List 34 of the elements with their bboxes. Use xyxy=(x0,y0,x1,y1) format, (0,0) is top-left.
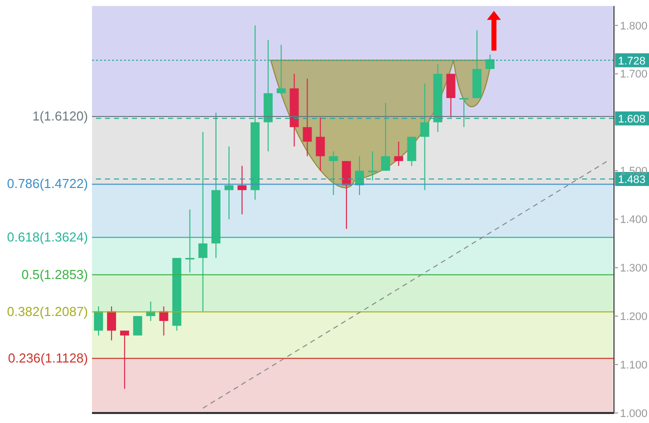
y-tick-label: 1.200 xyxy=(620,311,648,323)
y-tick-label: 1.700 xyxy=(620,68,648,81)
candlestick xyxy=(381,102,390,172)
candlestick xyxy=(420,83,430,191)
candlestick xyxy=(355,156,364,196)
ref-line-label: 0.236(1.1128) xyxy=(8,350,88,366)
candlestick xyxy=(224,146,234,220)
y-tick-label: 1.100 xyxy=(620,359,648,372)
candlestick xyxy=(185,209,194,273)
candlestick xyxy=(486,54,494,70)
candlestick xyxy=(276,44,286,94)
y-tick-label: 1.400 xyxy=(620,214,648,226)
y-tick-label: 1.000 xyxy=(620,408,648,420)
candlestick xyxy=(94,306,103,336)
ref-line-label: 1(1.6120) xyxy=(32,108,88,124)
candlestick xyxy=(394,141,404,166)
candlestick xyxy=(238,165,247,215)
ref-line-label: 1.608 xyxy=(618,113,646,126)
candlestick xyxy=(107,306,116,341)
y-tick-label: 1.800 xyxy=(620,20,648,32)
candlestick xyxy=(368,150,378,181)
ref-line-label: 0.382(1.2087) xyxy=(7,304,88,319)
ref-line-label: 0.5(1.2853) xyxy=(22,266,88,282)
candlestick xyxy=(328,150,338,196)
candlestick xyxy=(459,98,468,128)
y-tick-label: 1.300 xyxy=(620,262,648,275)
candlestick xyxy=(302,78,312,157)
candlestick xyxy=(198,131,208,312)
candlestick xyxy=(133,316,142,336)
ref-line-label: 0.786(1.4722) xyxy=(7,176,88,192)
ref-line-label: 1.728 xyxy=(618,55,646,68)
candlestick xyxy=(120,330,130,390)
ref-line-label: 0.618(1.3624) xyxy=(7,229,88,244)
candlestick xyxy=(316,116,325,172)
